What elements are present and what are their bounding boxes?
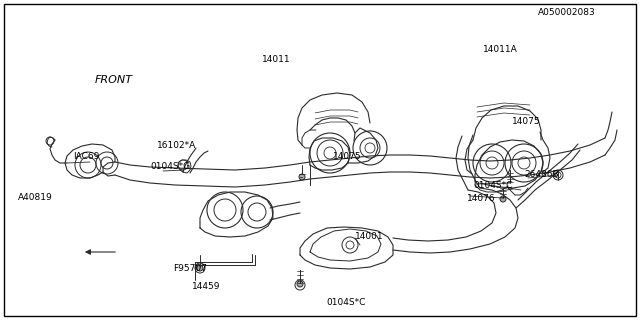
Text: 14011: 14011 [262, 55, 291, 64]
Text: 14459: 14459 [192, 282, 221, 291]
Text: 0104S*C: 0104S*C [474, 181, 513, 190]
Text: 16102*A: 16102*A [157, 141, 196, 150]
Circle shape [299, 174, 305, 180]
Text: IAC69: IAC69 [74, 152, 100, 161]
Text: A050002083: A050002083 [538, 8, 595, 17]
Text: F95707: F95707 [173, 264, 207, 273]
Text: FRONT: FRONT [95, 75, 132, 85]
Text: 14001: 14001 [355, 232, 384, 241]
Text: 14075: 14075 [333, 152, 362, 161]
Text: 14076: 14076 [467, 194, 496, 203]
Text: A40819: A40819 [18, 193, 52, 202]
Text: 26486B: 26486B [525, 170, 559, 179]
Circle shape [500, 196, 506, 202]
Text: 14075: 14075 [512, 117, 541, 126]
Circle shape [197, 265, 203, 271]
Text: 14011A: 14011A [483, 45, 518, 54]
Text: 0104S*C: 0104S*C [326, 298, 366, 307]
Text: 0104S*G: 0104S*G [150, 162, 191, 171]
Circle shape [297, 281, 303, 287]
